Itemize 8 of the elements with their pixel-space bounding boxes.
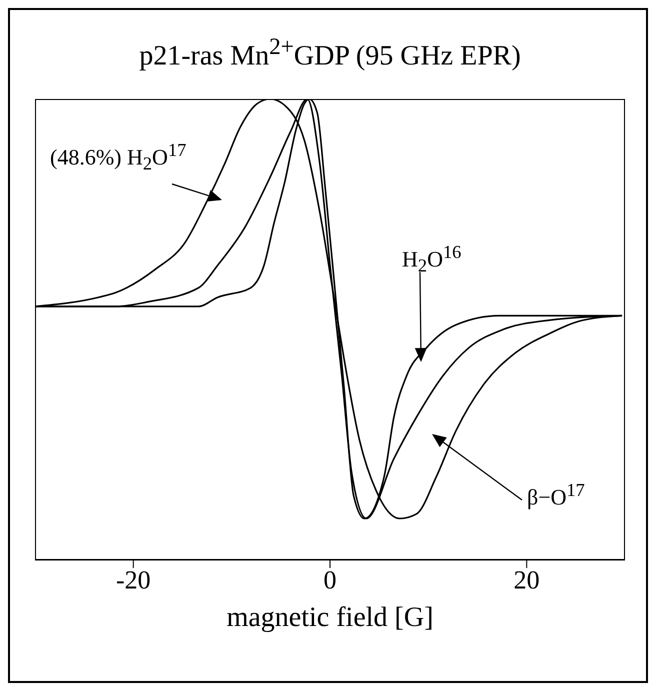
annotation: H$_{2}$O$^{16}$ xyxy=(402,242,462,277)
annotation: (48.6%) H$_{2}$O$^{17}$ xyxy=(50,140,186,175)
chart-title: p21-ras Mn$^{2+}$GDP (95 GHz EPR) xyxy=(138,34,522,72)
x-tick-label: -20 xyxy=(116,565,151,594)
x-tick-label: 0 xyxy=(324,565,336,594)
annotation: β−O$^{17}$ xyxy=(527,480,585,510)
x-axis-title: magnetic field [G] xyxy=(226,602,434,634)
x-tick-label: 20 xyxy=(514,565,540,594)
